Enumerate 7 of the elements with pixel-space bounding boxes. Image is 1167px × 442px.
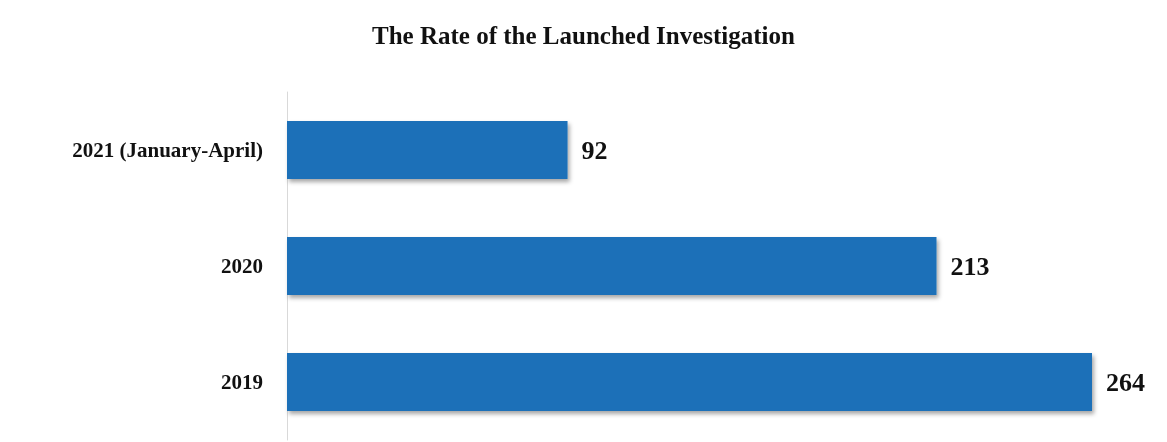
data-label: 264	[1106, 367, 1145, 397]
chart-title: The Rate of the Launched Investigation	[372, 22, 796, 49]
data-label: 92	[581, 135, 608, 165]
y-tick-label: 2019	[221, 370, 263, 394]
y-tick-label: 2021 (January-April)	[72, 138, 263, 162]
y-tick-label: 2020	[221, 254, 263, 278]
data-label: 213	[950, 251, 990, 281]
